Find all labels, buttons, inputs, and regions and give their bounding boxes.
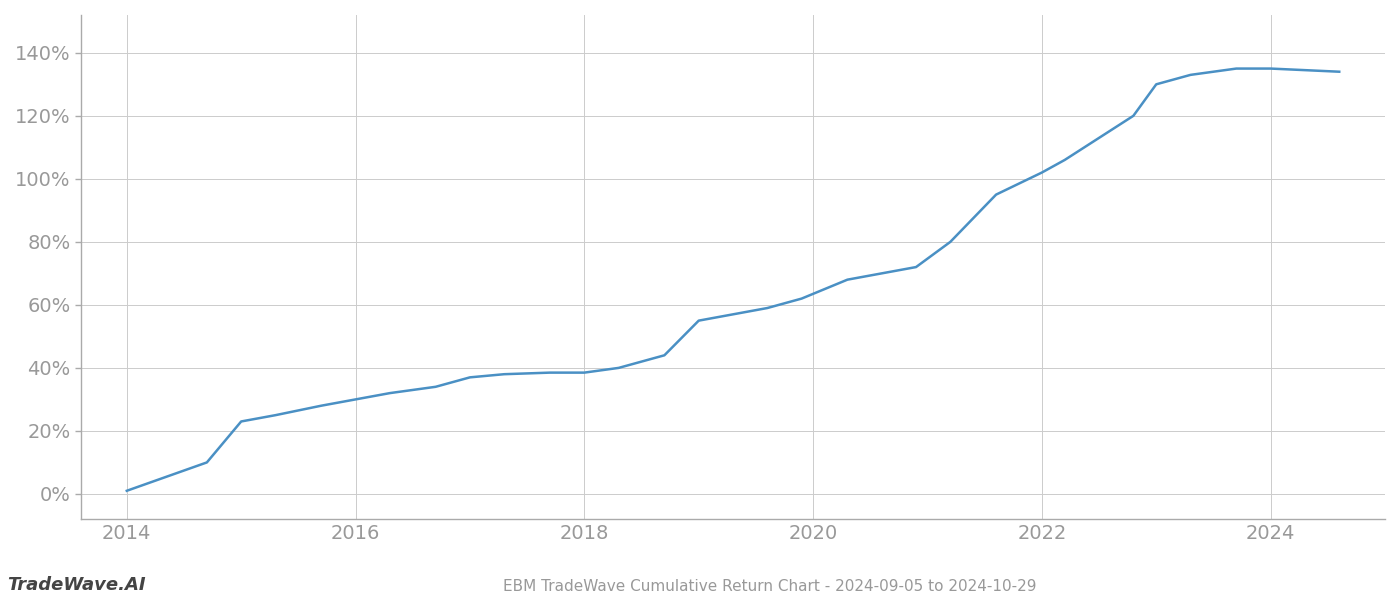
Text: EBM TradeWave Cumulative Return Chart - 2024-09-05 to 2024-10-29: EBM TradeWave Cumulative Return Chart - …: [503, 579, 1037, 594]
Text: TradeWave.AI: TradeWave.AI: [7, 576, 146, 594]
